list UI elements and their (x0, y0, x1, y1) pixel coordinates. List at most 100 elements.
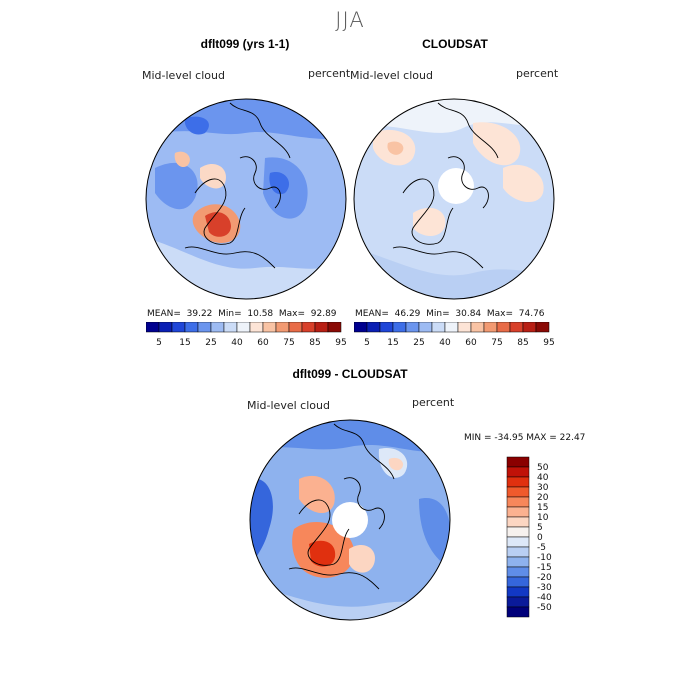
panel1-mean-label: MEAN= (147, 309, 181, 319)
panel2-max: 74.76 (518, 309, 545, 319)
panel3-colorbar-label: 15 (537, 503, 548, 513)
panel3-title: dflt099 - CLOUDSAT (292, 367, 408, 381)
panel1-colorbar-label: 5 (156, 338, 162, 348)
panel1-colorbar: 5 15 25 40 60 75 85 95 (146, 322, 346, 348)
panel1-colorbar-label: 95 (335, 338, 346, 348)
panel1-colorbar-box (236, 322, 251, 333)
panel3-colorbar-label: -20 (537, 573, 552, 583)
panel3-colorbar-label: -5 (537, 543, 546, 553)
panel2-colorbar-box (509, 322, 524, 333)
panel2-colorbar-label: 75 (491, 338, 502, 348)
panel1-colorbar-box (146, 322, 160, 333)
panel2-colorbar-label: 40 (439, 338, 451, 348)
panel3-colorbar-label: 5 (537, 523, 543, 533)
panel3-colorbar-box (506, 546, 530, 558)
panel3-colorbar-label: -10 (537, 553, 552, 563)
panel2-colorbar-label: 5 (364, 338, 370, 348)
panel2-max-label: Max= (486, 309, 514, 319)
panel3-colorbar-box (506, 566, 530, 578)
panel1-colorbar-label: 15 (179, 338, 190, 348)
panel2-colorbar-label: 95 (543, 338, 554, 348)
panel3-colorbar-box (506, 556, 530, 568)
panel1-colorbar-box (249, 322, 264, 333)
panel2-colorbar-label: 85 (517, 338, 528, 348)
panel3-colorbar-label: -15 (537, 563, 552, 573)
panel1-colorbar-box (223, 322, 238, 333)
panel1-min: 10.58 (247, 309, 274, 319)
panel1-max: 92.89 (310, 309, 337, 319)
panel3-colorbar-label: 20 (537, 493, 549, 503)
panel2-title: CLOUDSAT (422, 37, 488, 51)
panel2-min-label: Min= (426, 309, 450, 319)
panel2-colorbar-label: 60 (465, 338, 477, 348)
panel3-colorbar-box (506, 506, 530, 518)
panel3-colorbar-box (506, 476, 530, 488)
panel3-polar-map (249, 419, 451, 621)
panel2-colorbar-box (379, 322, 394, 333)
panel3-colorbar-box (506, 576, 530, 588)
panel3-colorbar-box (506, 486, 530, 498)
panel3-colorbar-box (506, 516, 530, 528)
panel3-colorbar-box (506, 496, 530, 508)
panel2-colorbar-label: 25 (413, 338, 424, 348)
panel1-colorbar-box (288, 322, 303, 333)
panel2-stats: MEAN= 46.29 Min= 30.84 Max= 74.76 (355, 309, 545, 319)
panel3-range: MIN = -34.95 MAX = 22.47 (464, 433, 586, 443)
panel3-colorbar-label: -50 (537, 603, 552, 613)
panel1-units: percent (308, 67, 351, 80)
panel2-colorbar-label: 15 (387, 338, 398, 348)
panel1-colorbar-label: 60 (257, 338, 269, 348)
panel1-colorbar-box (275, 322, 290, 333)
panel1-colorbar-box (158, 322, 173, 333)
panel2-colorbar: 5 15 25 40 60 75 85 95 (354, 322, 554, 348)
panel3-colorbar-label: 10 (537, 513, 549, 523)
panel2-min: 30.84 (455, 309, 482, 319)
panel1-colorbar-box (327, 322, 342, 333)
panel2-colorbar-box (431, 322, 446, 333)
panel2-colorbar-box (405, 322, 420, 333)
panel1-colorbar-label: 40 (231, 338, 243, 348)
panel2-colorbar-box (483, 322, 498, 333)
panel3-colorbar-box (506, 466, 530, 478)
panel3-colorbar-label: 50 (537, 463, 549, 473)
panel2-colorbar-box (444, 322, 459, 333)
panel1-title: dflt099 (yrs 1-1) (200, 37, 290, 51)
panel1-colorbar-box (262, 322, 277, 333)
panel1-colorbar-label: 25 (205, 338, 216, 348)
panel1-colorbar-label: 75 (283, 338, 294, 348)
panel3-units: percent (412, 396, 455, 409)
panel3-colorbar-box (506, 536, 530, 548)
panel3-colorbar-label: 0 (537, 533, 543, 543)
panel1-colorbar-box (197, 322, 212, 333)
panel3-variable: Mid-level cloud (247, 399, 330, 412)
panel3-colorbar-label: -30 (537, 583, 552, 593)
panel1-colorbar-box (210, 322, 225, 333)
panel1-variable: Mid-level cloud (142, 69, 225, 82)
panel3-colorbar-box (506, 586, 530, 598)
panel3-colorbar-box (506, 606, 530, 618)
panel2-units: percent (516, 67, 559, 80)
panel2-colorbar-box (522, 322, 537, 333)
panel2-mean: 46.29 (394, 309, 421, 319)
panel2-colorbar-box (366, 322, 381, 333)
panel2-mean-label: MEAN= (355, 309, 389, 319)
panel3-colorbar-box (506, 526, 530, 538)
panel1-min-label: Min= (218, 309, 242, 319)
panel1-mean: 39.22 (186, 309, 213, 319)
panel1-colorbar-box (314, 322, 329, 333)
panel2-colorbar-box (354, 322, 368, 333)
panel2-colorbar-box (392, 322, 407, 333)
panel3-colorbar-label: -40 (537, 593, 552, 603)
panel1-max-label: Max= (278, 309, 306, 319)
panel2-colorbar-box (470, 322, 485, 333)
panel1-stats: MEAN= 39.22 Min= 10.58 Max= 92.89 (147, 309, 337, 319)
panel3-colorbar-box (506, 456, 530, 468)
panel2-colorbar-box (535, 322, 550, 333)
panel2-colorbar-box (457, 322, 472, 333)
panel3-colorbar-box (506, 596, 530, 608)
panel2-polar-map (353, 98, 555, 300)
panel1-colorbar-box (171, 322, 186, 333)
panel1-colorbar-box (301, 322, 316, 333)
panel2-colorbar-box (496, 322, 511, 333)
panel3-colorbar-label: 40 (537, 473, 549, 483)
